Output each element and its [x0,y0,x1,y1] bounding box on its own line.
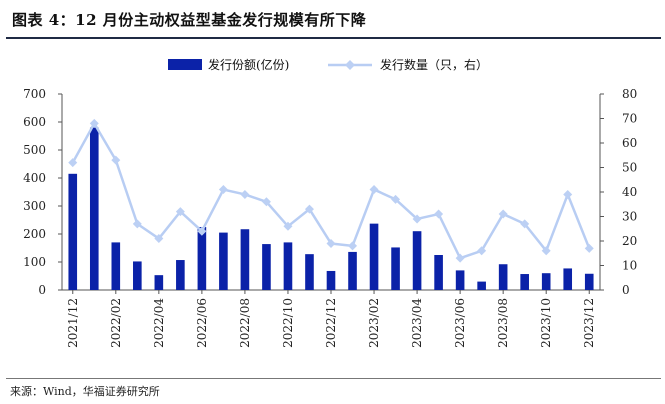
right-tick-label: 0 [622,283,630,297]
right-tick-label: 60 [622,136,637,150]
x-tick-label: 2022/08 [238,298,252,348]
bar [412,231,422,290]
bar [262,244,271,290]
title-underline [6,37,661,39]
bar [133,261,142,290]
legend-line-label: 发行数量（只，右） [380,57,488,72]
legend-bar-swatch [168,59,202,70]
x-tick-label: 2023/12 [582,298,596,348]
bar [283,242,293,290]
x-tick-label: 2023/10 [539,298,553,348]
bar [89,127,99,290]
right-tick-label: 80 [622,87,637,101]
left-tick-label: 200 [23,227,46,241]
line-point [240,189,250,199]
x-tick-label: 2023/08 [496,298,510,348]
left-tick-label: 400 [23,171,46,185]
legend-line-marker [345,60,355,70]
bar [111,242,121,290]
bar [348,251,357,290]
bar [326,270,336,290]
right-tick-label: 40 [622,185,637,199]
x-tick-label: 2021/12 [66,298,80,348]
bar [240,229,250,290]
bar [477,281,486,290]
combo-chart: 发行份额(亿份) 发行数量（只，右） 0 100 200 300 400 500 600 700 0… [23,57,637,348]
bar [176,260,185,290]
bar [68,173,78,290]
line-point [89,118,99,128]
bar [219,232,228,290]
line-point [68,158,78,168]
line-point [434,209,444,219]
bar [391,247,400,290]
right-tick-label: 10 [622,259,637,273]
line-point [175,207,185,217]
line-point [584,243,594,253]
x-tick-label: 2023/06 [453,298,467,348]
bar [455,270,465,290]
line-point [111,155,121,165]
line-point [391,194,401,204]
source-divider [6,378,661,379]
x-tick-label: 2022/06 [195,298,209,348]
left-tick-label: 600 [23,115,46,129]
line-point [412,214,422,224]
line-point [261,197,271,207]
x-tick-label: 2022/04 [152,298,166,348]
source-note: 来源：Wind，华福证券研究所 [10,385,160,398]
left-tick-label: 0 [38,283,46,297]
bar [541,273,551,290]
line-point [563,189,573,199]
left-tick-label: 500 [23,143,46,157]
right-tick-label: 50 [622,161,637,175]
bar [498,264,508,290]
bar [369,223,379,290]
x-tick-label: 2023/04 [410,298,424,348]
line-point [520,219,530,229]
bar [563,268,573,290]
left-tick-label: 100 [23,255,46,269]
line-point [326,238,336,248]
line-point [218,185,228,195]
line-point [369,185,379,195]
x-tick-label: 2022/12 [324,298,338,348]
bar [584,273,594,290]
line-point [541,246,551,256]
line-point [154,234,164,244]
figure-title: 图表 4：12 月份主动权益型基金发行规模有所下降 [12,11,367,29]
line-point [197,226,207,236]
line-point [283,221,293,231]
x-tick-label: 2022/10 [281,298,295,348]
line-point [304,204,314,214]
line-point [455,253,465,263]
bar [305,254,314,290]
right-tick-label: 70 [622,112,637,126]
title-bar: 图表 4：12 月份主动权益型基金发行规模有所下降 [0,0,665,40]
bar [197,227,207,290]
right-tick-label: 20 [622,234,637,248]
bar [154,275,164,290]
line-point [498,209,508,219]
line-point [132,219,142,229]
line-point [477,246,487,256]
right-tick-label: 30 [622,210,637,224]
bar [520,274,529,290]
legend-bar-label: 发行份额(亿份) [208,57,289,72]
line-point [348,241,358,251]
x-tick-label: 2022/02 [109,298,123,348]
x-tick-label: 2023/02 [367,298,381,348]
left-tick-label: 300 [23,199,46,213]
bar [434,255,443,290]
count-line [71,122,591,260]
left-tick-label: 700 [23,87,46,101]
